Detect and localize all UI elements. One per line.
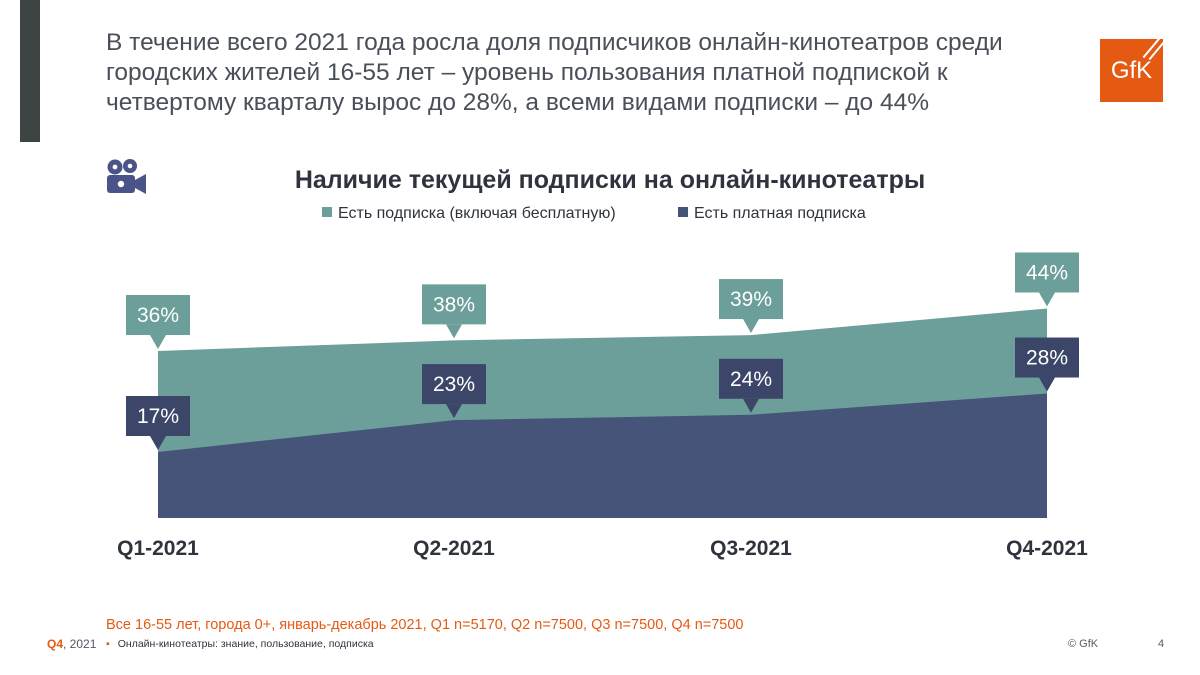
page-number: 4 [1158,638,1165,650]
headline-line-3: четвертому кварталу вырос до 28%, а всем… [106,89,930,116]
data-label: 36% [126,295,190,349]
footer-topic-text: Онлайн-кинотеатры: знание, пользование, … [117,638,374,650]
movie-camera-icon [107,159,146,194]
data-label-pointer [150,335,166,349]
data-label-pointer [743,398,759,413]
data-label-box [1015,337,1079,378]
footer-year: , 2021 [63,637,97,651]
data-label-text: 23% [433,373,475,396]
data-label-box [719,358,783,399]
data-label-pointer [446,404,462,419]
data-label-pointer [150,436,166,450]
data-label-text: 24% [730,368,772,391]
headline-line-2: городских жителей 16-55 лет – уровень по… [106,59,948,86]
left-accent-bar [20,0,40,142]
x-tick-label: Q1-2021 [117,537,199,560]
legend-item-paid-subscription: Есть платная подписка [678,205,866,223]
data-label-box [126,295,190,335]
headline-line-1: В течение всего 2021 года росла доля под… [106,29,1003,56]
x-tick-label: Q3-2021 [710,537,792,560]
footer-quarter: Q4 [47,637,64,651]
legend-label: Есть подписка (включая бесплатную) [338,205,616,222]
data-label-text: 39% [730,288,772,311]
slide-headline: В течение всего 2021 года росла доля под… [106,28,1066,118]
footer-copyright: © GfK [1068,638,1099,650]
chart-legend: Есть подписка (включая бесплатную) Есть … [0,205,1200,227]
source-note: Все 16-55 лет, города 0+, январь-декабрь… [106,617,744,633]
data-label: 23% [422,364,486,419]
x-tick-label: Q2-2021 [413,537,495,560]
x-tick-label: Q4-2021 [1006,537,1088,560]
data-label-box [719,279,783,320]
data-label-text: 38% [433,293,475,316]
area-paid-subscription [158,393,1047,518]
data-label-pointer [1039,377,1055,392]
data-label: 38% [422,284,486,339]
data-label-pointer [743,319,759,334]
data-label-box [126,396,190,436]
chart-title: Наличие текущей подписки на онлайн-кинот… [294,166,926,194]
data-label-pointer [446,324,462,339]
footer-topic: ▪ Онлайн-кинотеатры: знание, пользование,… [106,638,374,650]
data-label: 24% [719,358,783,413]
legend-label: Есть платная подписка [694,205,866,222]
legend-swatch [322,207,332,217]
legend-swatch [678,207,688,217]
data-label-box [422,284,486,325]
footer-period: Q4, 2021 [47,637,96,651]
data-label-pointer [1039,292,1055,307]
data-label-text: 28% [1026,347,1068,370]
logo-text: GfK [1110,57,1153,84]
gfk-logo: GfK [1100,39,1163,102]
data-label: 44% [1015,252,1079,307]
data-label-text: 36% [137,304,179,327]
data-label: 17% [126,396,190,450]
data-label: 39% [719,279,783,334]
data-label-text: 17% [137,405,179,428]
legend-item-any-subscription: Есть подписка (включая бесплатную) [322,205,616,223]
data-label-box [1015,252,1079,293]
footer-bullet: ▪ [106,638,110,650]
data-label-text: 44% [1026,261,1068,284]
data-label: 28% [1015,337,1079,392]
data-label-box [422,364,486,405]
